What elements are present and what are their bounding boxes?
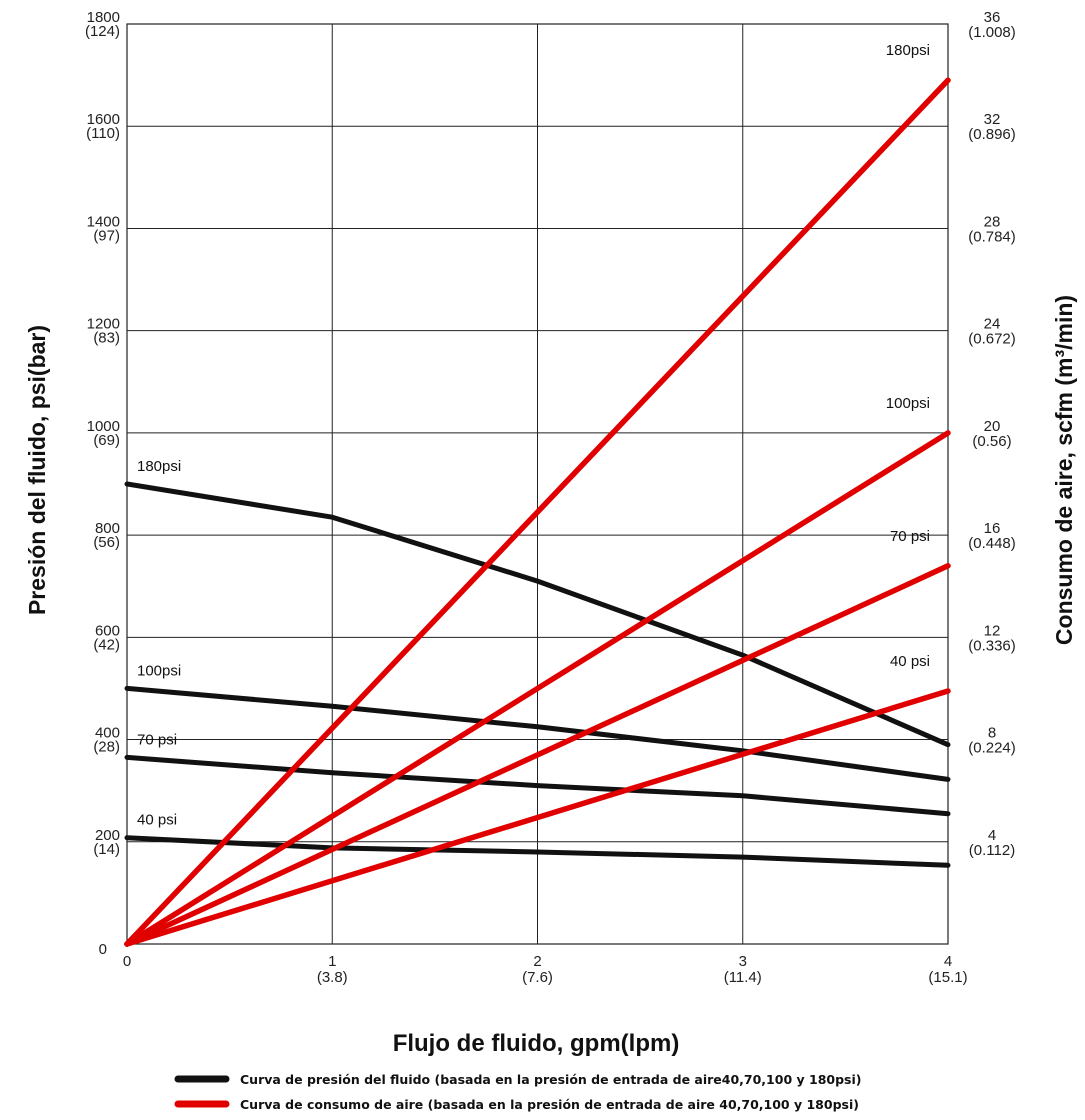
legend-item-label: Curva de consumo de aire (basada en la p…	[240, 1097, 859, 1112]
right-tick-label: 20	[984, 418, 1001, 435]
right-tick-label: 36	[984, 9, 1001, 26]
left-tick-sublabel: (28)	[93, 739, 120, 756]
right-tick-sublabel: (0.896)	[968, 126, 1016, 143]
right-tick-label: 4	[988, 827, 996, 844]
pressure-curve-label: 100psi	[137, 662, 181, 679]
left-tick-sublabel: (83)	[93, 330, 120, 347]
left-tick-sublabel: (69)	[93, 432, 120, 449]
left-tick-label: 200	[95, 827, 120, 844]
x-tick-label: 1	[328, 953, 336, 970]
left-tick-label: 0	[99, 941, 107, 958]
left-tick-label: 1800	[87, 9, 120, 26]
grid	[126, 23, 949, 945]
right-tick-label: 16	[984, 520, 1001, 537]
right-tick-label: 8	[988, 725, 996, 742]
air-curve-label: 70 psi	[890, 528, 930, 545]
pressure-curve-label: 70 psi	[137, 731, 177, 748]
series-lines	[124, 77, 951, 947]
air-curve-label: 100psi	[886, 395, 930, 412]
left-tick-label: 1000	[87, 418, 120, 435]
pressure-curve-label: 40 psi	[137, 812, 177, 829]
left-tick-label: 1200	[87, 316, 120, 333]
fluid-pressure-line	[124, 481, 951, 748]
right-axis-ticks: 4(0.112) 8(0.224) 12(0.336) 16(0.448) 20(0.5…	[968, 9, 1016, 859]
right-tick-sublabel: (0.672)	[968, 331, 1016, 348]
left-tick-label: 600	[95, 622, 120, 639]
left-tick-sublabel: (14)	[93, 841, 120, 858]
right-tick-sublabel: (0.224)	[968, 740, 1016, 757]
x-tick-sublabel: (3.8)	[317, 969, 348, 986]
left-axis-title: Presión del fluido, psi(bar)	[24, 325, 50, 615]
air-curve-label: 40 psi	[890, 653, 930, 670]
air-consumption-line	[124, 563, 951, 947]
right-tick-sublabel: (0.448)	[968, 535, 1016, 552]
left-tick-sublabel: (42)	[93, 636, 120, 653]
fluid-pressure-line	[124, 685, 951, 782]
left-tick-sublabel: (110)	[86, 125, 120, 142]
right-tick-sublabel: (0.784)	[968, 228, 1016, 245]
x-tick-sublabel: (7.6)	[522, 969, 553, 986]
x-axis-ticks: 0 1(3.8) 2(7.6) 3(11.4) 4(15.1)	[123, 953, 968, 986]
x-tick-label: 2	[533, 953, 541, 970]
series-labels: 180psi 100psi 70 psi 40 psi 180psi 100psi 70 p…	[137, 42, 930, 828]
legend: Curva de presión del fluido (basada en l…	[174, 1072, 861, 1112]
left-tick-sublabel: (56)	[93, 534, 120, 551]
fluid-pressure-line	[124, 754, 951, 817]
air-consumption-line	[124, 77, 951, 947]
x-tick-label: 4	[944, 953, 952, 970]
x-tick-sublabel: (15.1)	[928, 969, 967, 986]
left-tick-label: 1600	[87, 111, 120, 128]
left-tick-label: 800	[95, 520, 120, 537]
right-tick-sublabel: (0.336)	[968, 637, 1016, 654]
right-tick-label: 24	[984, 316, 1001, 333]
x-tick-label: 3	[739, 953, 747, 970]
left-tick-sublabel: (124)	[85, 23, 120, 40]
legend-item-label: Curva de presión del fluido (basada en l…	[240, 1072, 861, 1087]
left-tick-sublabel: (97)	[93, 227, 120, 244]
x-axis-title: Flujo de fluido, gpm(lpm)	[393, 1030, 680, 1057]
air-curve-label: 180psi	[886, 42, 930, 59]
left-tick-label: 1400	[87, 213, 120, 230]
left-axis-ticks: 0 200(14) 400(28) 600(42) 800(56) 1000(69) 120…	[85, 9, 120, 958]
air-consumption-line	[124, 430, 951, 947]
right-tick-label: 28	[984, 213, 1001, 230]
right-axis-title: Consumo de aire, scfm (m³/min)	[1051, 295, 1077, 645]
right-tick-sublabel: (0.56)	[972, 433, 1011, 450]
right-tick-sublabel: (0.112)	[969, 842, 1015, 859]
pressure-curve-label: 180psi	[137, 458, 181, 475]
left-tick-label: 400	[95, 725, 120, 742]
fluid-pressure-line	[124, 835, 951, 868]
x-tick-sublabel: (11.4)	[724, 969, 762, 986]
right-tick-sublabel: (1.008)	[968, 24, 1016, 41]
x-tick-label: 0	[123, 953, 131, 970]
right-tick-label: 32	[984, 111, 1001, 128]
air-consumption-line	[124, 688, 951, 947]
right-tick-label: 12	[984, 622, 1001, 639]
